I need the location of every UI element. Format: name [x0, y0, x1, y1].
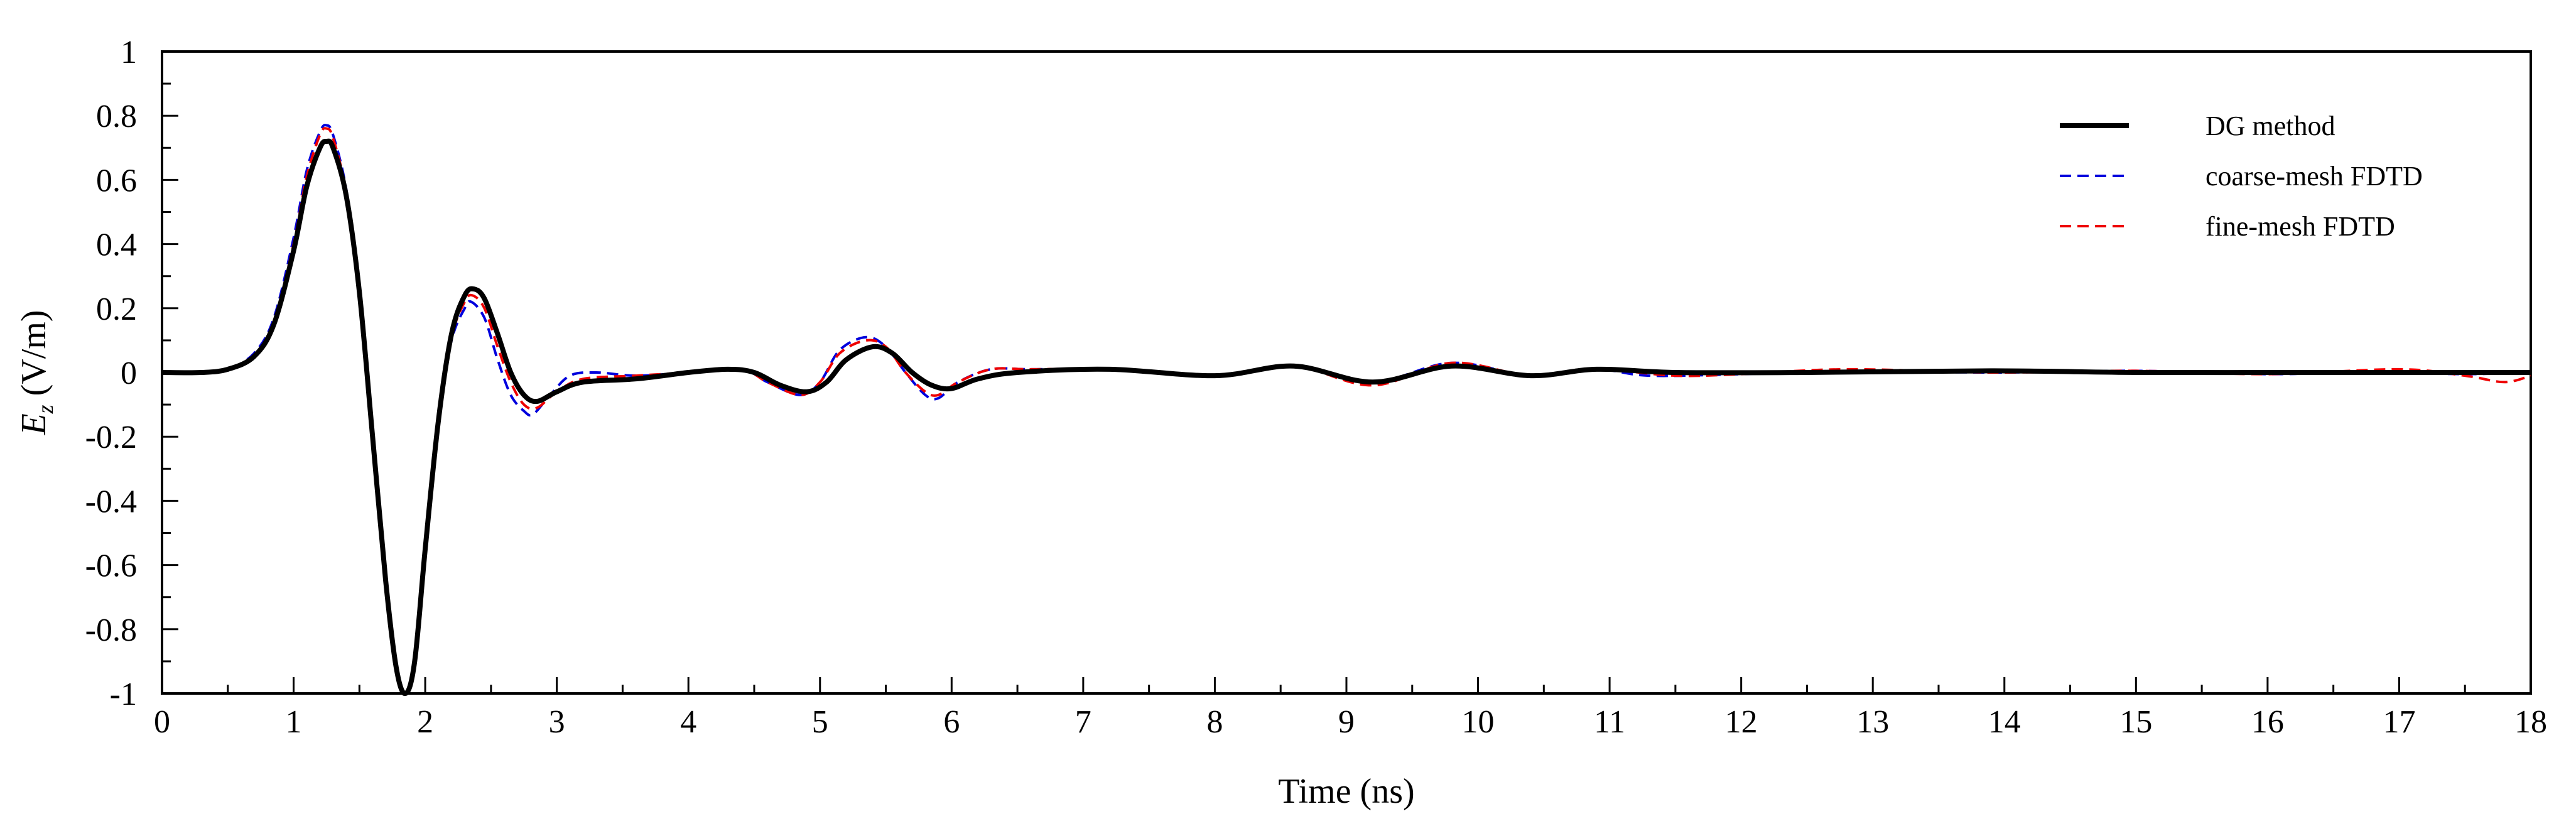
y-tick-label: 0 — [121, 356, 137, 391]
x-tick-label: 1 — [286, 704, 302, 740]
y-axis-title-symbol: E — [14, 413, 53, 435]
series-line-fine-mesh-fdtd — [161, 127, 2531, 695]
x-tick-label: 2 — [417, 704, 433, 740]
y-tick-label: -1 — [110, 677, 137, 712]
x-tick-label: 15 — [2119, 704, 2152, 740]
x-tick-label: 17 — [2383, 704, 2415, 740]
x-tick-label: 3 — [549, 704, 565, 740]
legend-label: DG method — [2205, 111, 2335, 141]
series-layer — [161, 124, 2531, 697]
x-tick-label: 8 — [1206, 704, 1223, 740]
y-tick-labels: -1 -0.8 -0.6 -0.4 -0.2 0 0.2 0.4 0.6 0.8 1 — [85, 35, 137, 712]
series-line-dg-method — [161, 138, 2531, 697]
y-axis-title-unit: (V/m) — [14, 310, 53, 405]
x-tick-label: 5 — [812, 704, 828, 740]
x-axis-title: Time (ns) — [1278, 772, 1414, 811]
x-tick-label: 0 — [154, 704, 170, 740]
x-tick-label: 10 — [1462, 704, 1495, 740]
y-axis-title: Ez (V/m) — [14, 310, 58, 435]
tick-marks — [161, 50, 2532, 695]
legend: DG method coarse-mesh FDTD fine-mesh FDTD — [2060, 111, 2423, 242]
y-tick-label: 0.6 — [96, 163, 137, 198]
y-tick-label: -0.2 — [85, 420, 137, 455]
legend-label: coarse-mesh FDTD — [2205, 161, 2423, 192]
y-axis-title-subscript: z — [33, 405, 58, 414]
legend-label: fine-mesh FDTD — [2205, 211, 2395, 242]
x-tick-label: 13 — [1856, 704, 1889, 740]
y-tick-label: -0.6 — [85, 548, 137, 584]
series-line-coarse-mesh-fdtd — [161, 124, 2531, 695]
x-tick-label: 12 — [1725, 704, 1758, 740]
x-tick-label: 7 — [1075, 704, 1091, 740]
y-tick-label: 0.2 — [96, 291, 137, 327]
x-tick-label: 9 — [1338, 704, 1355, 740]
y-tick-label: -0.8 — [85, 612, 137, 648]
x-tick-label: 4 — [680, 704, 696, 740]
x-tick-label: 6 — [943, 704, 960, 740]
x-tick-labels: 0 1 2 3 4 5 6 7 8 9 10 11 12 13 14 15 16 17 18 — [154, 704, 2547, 740]
x-tick-label: 18 — [2514, 704, 2547, 740]
y-tick-label: 0.8 — [96, 99, 137, 134]
y-tick-label: 1 — [121, 35, 137, 70]
y-tick-label: 0.4 — [96, 227, 137, 263]
y-tick-label: -0.4 — [85, 484, 137, 519]
x-tick-label: 14 — [1988, 704, 2021, 740]
x-tick-label: 11 — [1594, 704, 1625, 740]
x-tick-label: 16 — [2251, 704, 2284, 740]
